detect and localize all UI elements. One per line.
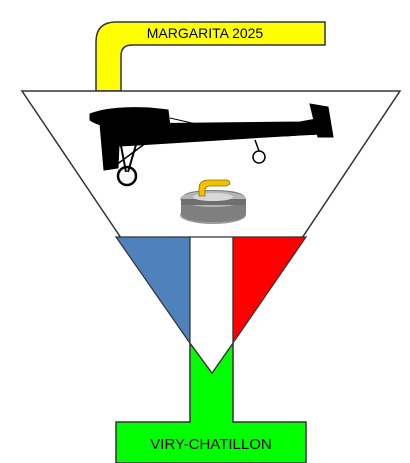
flag-red-part [232, 236, 308, 345]
flag-white-part [189, 236, 234, 375]
footer-title: VIRY-CHATILLON [150, 436, 271, 453]
flag-blue-part [114, 236, 195, 350]
banner-title: MARGARITA 2025 [147, 25, 264, 41]
french-flag [114, 236, 308, 375]
airplane-silhouette-icon [89, 103, 334, 187]
curling-stone-icon [180, 179, 246, 224]
yellow-straw [95, 21, 326, 92]
